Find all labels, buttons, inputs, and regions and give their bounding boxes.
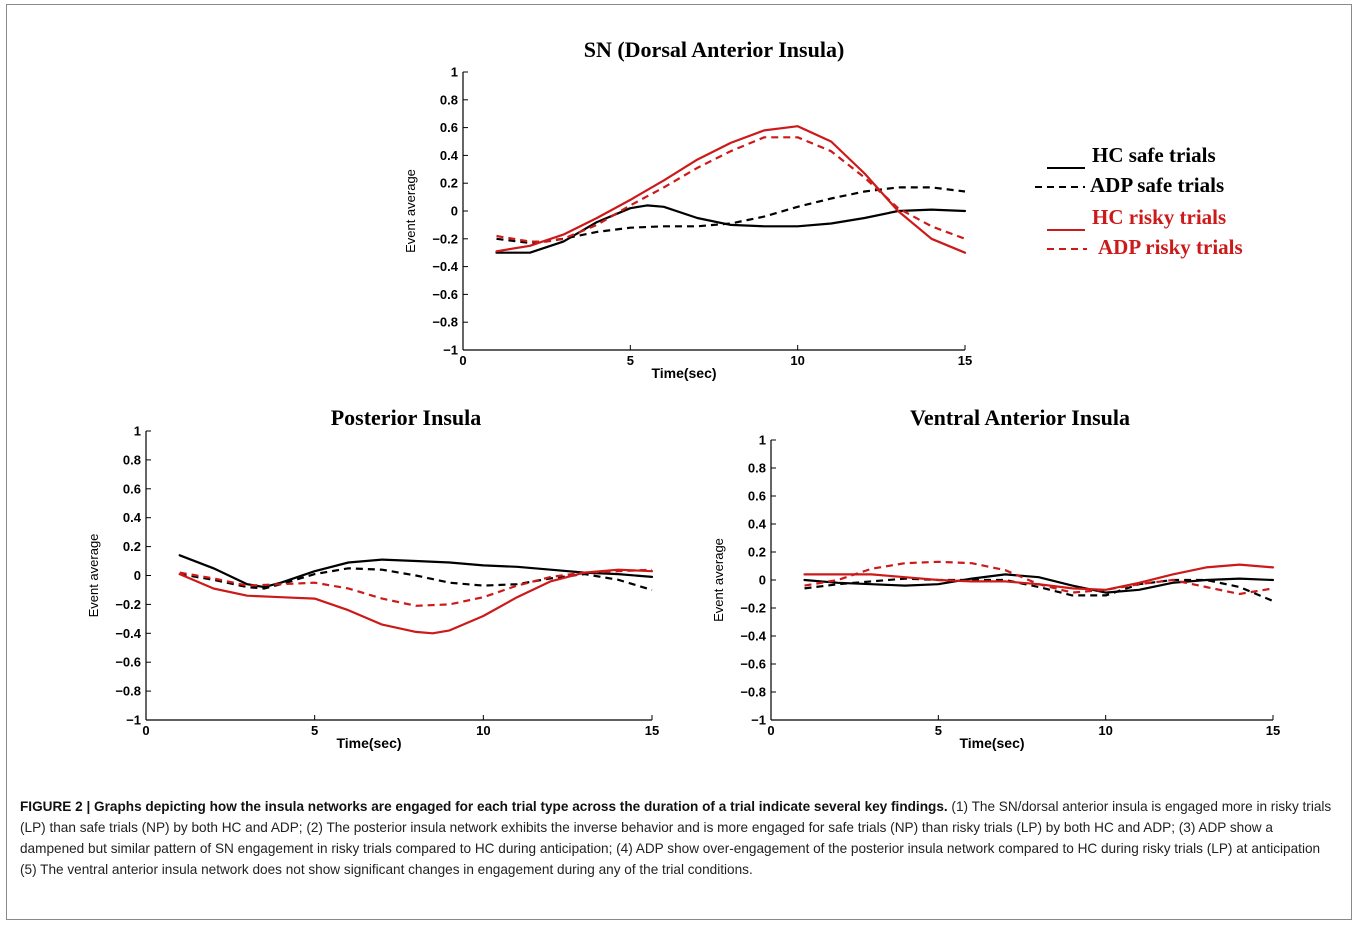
ventral-chart: Ventral Anterior Insula 1 0.8 0.6 0.4 0.2 0 −0.…: [711, 405, 1280, 751]
y-tick-label: 0: [759, 573, 766, 588]
chart-title: Ventral Anterior Insula: [910, 405, 1130, 430]
y-tick-label: 0.6: [123, 481, 141, 496]
y-tick-label: 1: [759, 433, 766, 448]
y-tick-label: 0.6: [440, 120, 458, 135]
y-tick-label: 0.8: [748, 461, 766, 476]
chart-title: Posterior Insula: [331, 405, 482, 430]
series-line-hc-safe-trials: [178, 554, 654, 589]
x-tick-label: 15: [1266, 723, 1280, 738]
y-tick-label: −0.4: [115, 626, 141, 641]
y-tick-label: 1: [134, 424, 141, 439]
series-line-hc-safe-trials: [495, 204, 967, 254]
y-tick-label: −0.8: [115, 684, 141, 699]
x-tick-label: 0: [767, 723, 774, 738]
x-tick-label: 10: [790, 353, 804, 368]
legend-label: ADP safe trials: [1090, 173, 1224, 197]
y-tick-label: −1: [443, 343, 458, 358]
x-tick-label: 5: [311, 723, 318, 738]
x-tick-label: 0: [459, 353, 466, 368]
x-tick-label: 5: [935, 723, 942, 738]
y-tick-label: −0.4: [740, 629, 766, 644]
y-tick-label: 1: [451, 65, 458, 80]
x-axis-label: Time(sec): [336, 735, 401, 751]
x-axis-label: Time(sec): [959, 735, 1024, 751]
series-line-hc-safe-trials: [803, 573, 1275, 594]
y-tick-label: 0.8: [440, 92, 458, 107]
series-line-adp-risky-trials: [179, 568, 653, 607]
x-tick-label: 0: [142, 723, 149, 738]
sn-chart: SN (Dorsal Anterior Insula) 1 0.8 0.6 0.4 0.2…: [403, 37, 1243, 381]
series-line-hc-risky-trials: [178, 568, 654, 635]
y-tick-label: −0.6: [740, 657, 766, 672]
series-line-adp-risky-trials: [804, 560, 1274, 596]
x-tick-label: 10: [476, 723, 490, 738]
series-line-hc-risky-trials: [495, 125, 967, 254]
y-tick-label: −0.6: [432, 287, 458, 302]
y-tick-label: −1: [126, 713, 141, 728]
figure-caption: FIGURE 2 | Graphs depicting how the insu…: [20, 796, 1340, 880]
y-axis-label: Event average: [403, 169, 418, 253]
series-line-adp-safe-trials: [179, 567, 653, 592]
x-tick-label: 15: [645, 723, 659, 738]
y-tick-label: −0.2: [740, 601, 766, 616]
y-tick-label: −0.8: [432, 315, 458, 330]
y-tick-label: 0.2: [123, 539, 141, 554]
y-tick-label: 0: [451, 204, 458, 219]
y-tick-label: −1: [751, 713, 766, 728]
y-tick-label: −0.2: [432, 231, 458, 246]
y-tick-label: 0.4: [748, 517, 767, 532]
y-tick-label: −0.8: [740, 685, 766, 700]
x-tick-label: 10: [1098, 723, 1112, 738]
y-tick-label: 0.2: [440, 176, 458, 191]
series-line-adp-safe-trials: [804, 577, 1274, 603]
chart-title: SN (Dorsal Anterior Insula): [584, 37, 845, 62]
y-tick-label: 0: [134, 568, 141, 583]
posterior-chart: Posterior Insula 1 0.8 0.6 0.4 0.2 0 −0.2 −0.4 −0…: [86, 405, 659, 751]
legend-label: HC safe trials: [1092, 143, 1216, 167]
y-tick-label: 0.2: [748, 545, 766, 560]
y-tick-label: 0.8: [123, 452, 141, 467]
series-line-adp-safe-trials: [496, 186, 966, 245]
y-axis-label: Event average: [711, 538, 726, 622]
y-tick-label: −0.6: [115, 655, 141, 670]
y-tick-label: 0.6: [748, 489, 766, 504]
y-tick-label: −0.2: [115, 597, 141, 612]
x-axis-label: Time(sec): [651, 365, 716, 381]
legend-label: ADP risky trials: [1098, 235, 1243, 259]
y-tick-label: 0.4: [440, 148, 459, 163]
x-tick-label: 5: [627, 353, 634, 368]
caption-lead: FIGURE 2 | Graphs depicting how the insu…: [20, 799, 948, 814]
figure-frame: [6, 4, 1352, 920]
caption-text: (1) The SN/dorsal anterior insula is eng…: [20, 799, 1332, 877]
y-axis-label: Event average: [86, 534, 101, 618]
x-tick-label: 15: [958, 353, 972, 368]
legend: HC safe trials ADP safe trials HC risky tr…: [1035, 143, 1243, 259]
y-tick-label: 0.4: [123, 510, 142, 525]
legend-label: HC risky trials: [1092, 205, 1226, 229]
y-tick-label: −0.4: [432, 259, 458, 274]
